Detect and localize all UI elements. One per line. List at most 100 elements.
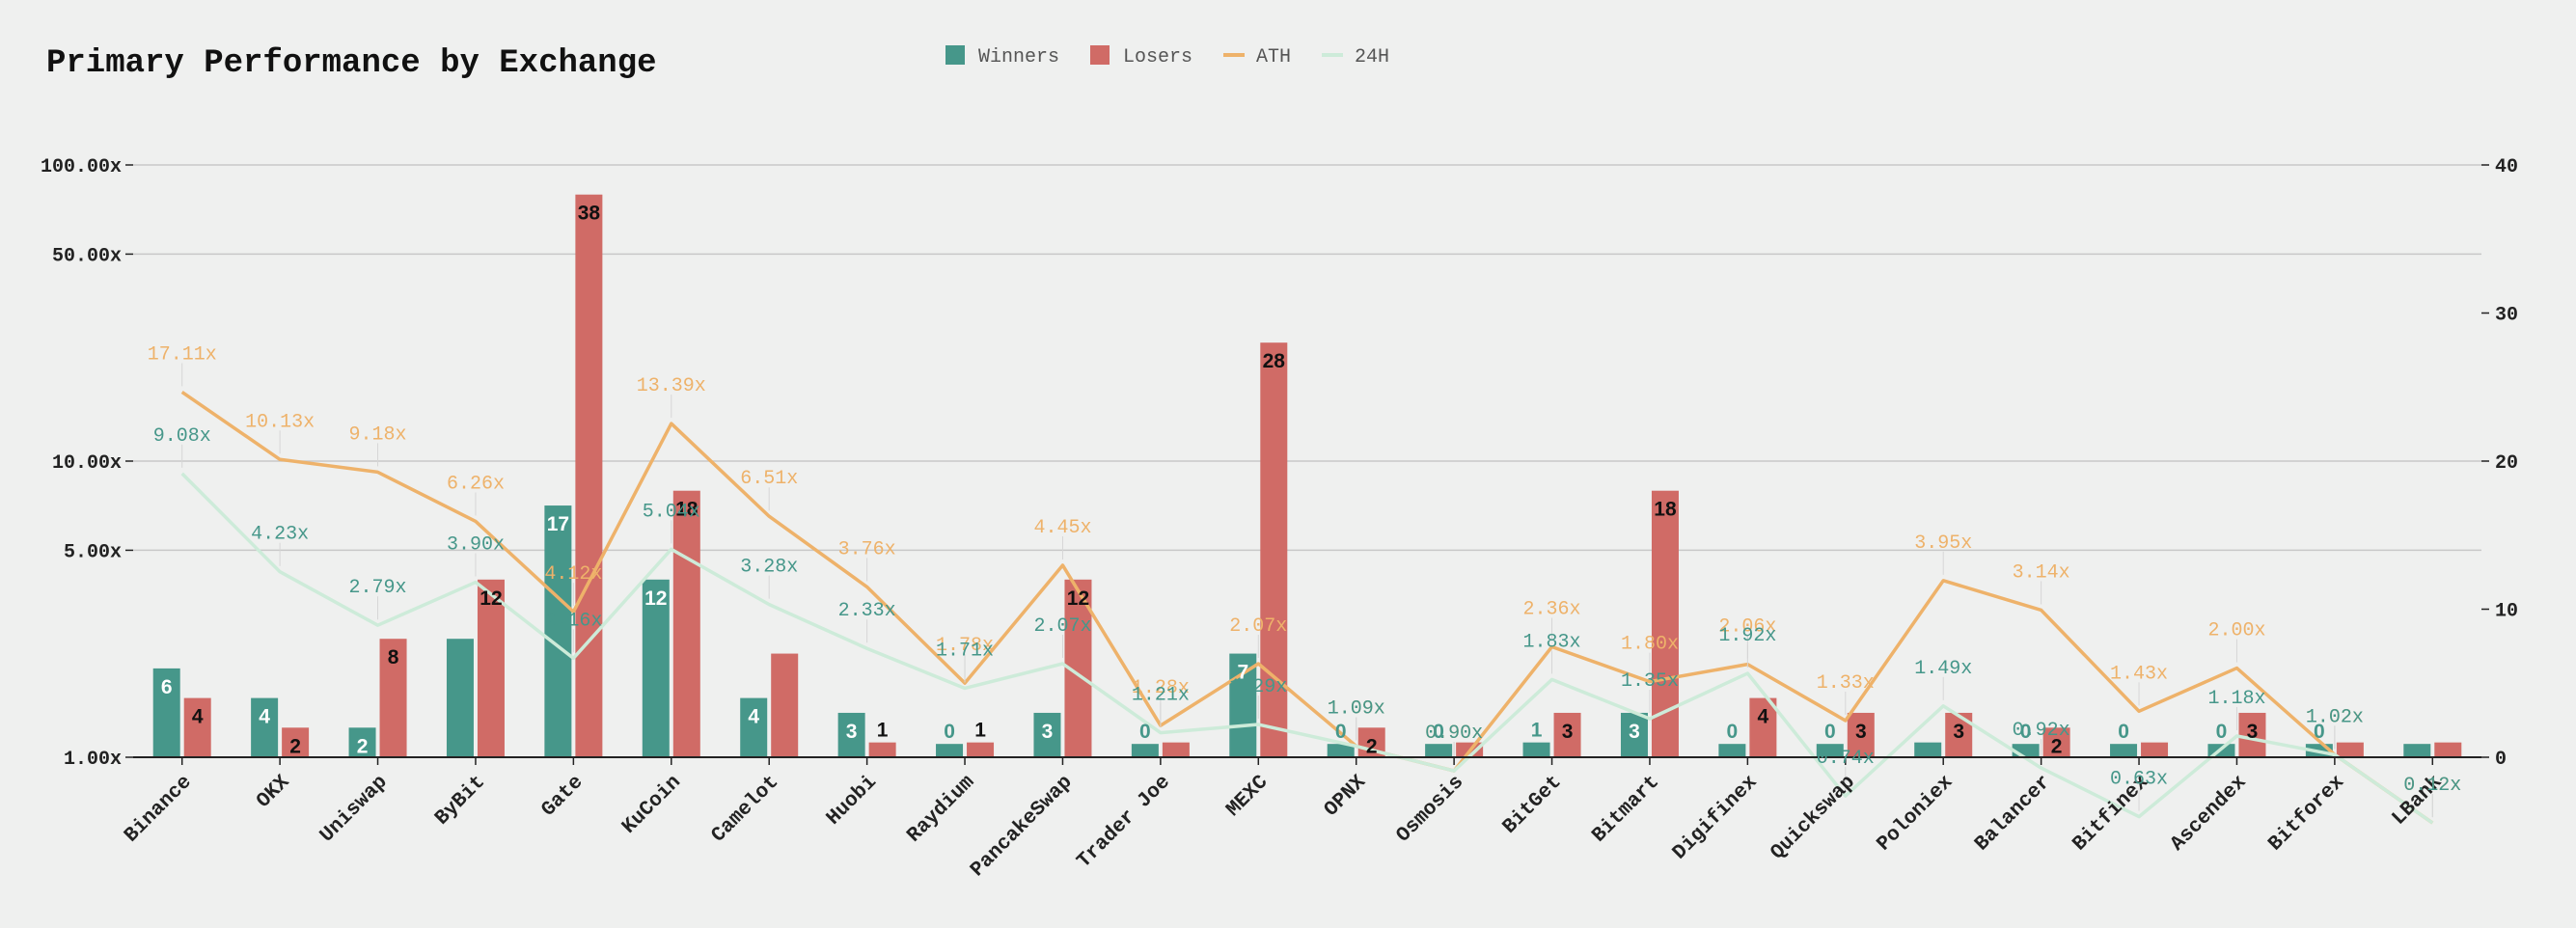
y-right-tick-label: 20 — [2495, 452, 2518, 475]
bar-losers — [868, 742, 896, 757]
bar-winners — [1816, 744, 1844, 757]
bar-winners — [1425, 744, 1453, 757]
point-label-ath: 3.95x — [1914, 532, 1972, 555]
bar-winners — [1718, 744, 1746, 757]
legend: Winners Losers ATH 24H — [945, 45, 1389, 68]
y-left-tick-label: 100.00x — [41, 156, 122, 178]
bar-winners — [1229, 653, 1257, 757]
bar-label-winners: 2 — [357, 735, 369, 757]
point-label-24h: 4.23x — [251, 524, 309, 546]
x-tick-label: BitGet — [1499, 772, 1567, 839]
line-24h — [180, 472, 2434, 825]
x-tick-label: PancakeSwap — [967, 772, 1077, 882]
bar-label-winners: 17 — [547, 513, 569, 535]
bar-label-losers: 8 — [388, 646, 399, 669]
point-label-ath: 6.51x — [740, 468, 798, 490]
bar-label-losers: 3 — [1855, 721, 1867, 743]
bar-label-winners: 0 — [2314, 721, 2325, 743]
bar-label-winners: 3 — [846, 721, 858, 743]
bar-label-losers: 3 — [2247, 721, 2259, 743]
point-label-ath: 3.76x — [838, 538, 896, 560]
legend-swatch-losers — [1090, 45, 1110, 65]
x-tick-label: Digifinex — [1669, 771, 1763, 864]
y-left-tick-label: 50.00x — [52, 245, 122, 267]
bar-label-losers: 4 — [1758, 706, 1769, 728]
bar-winners — [837, 712, 865, 757]
x-tick-label: Bitforex — [2264, 771, 2349, 856]
bar-label-losers: 18 — [675, 499, 699, 521]
bar-losers — [1260, 342, 1288, 757]
point-label-ath: 3.14x — [2013, 561, 2070, 584]
bar-label-winners: 0 — [1335, 721, 1347, 743]
point-label-ath: 4.45x — [1033, 517, 1091, 539]
point-label-ath: 2.00x — [2207, 620, 2265, 642]
bar-label-losers: 3 — [1562, 721, 1574, 743]
legend-label-ath: ATH — [1256, 46, 1291, 68]
bar-label-losers: 1 — [974, 720, 986, 742]
bar-label-losers: 2 — [289, 735, 301, 757]
bar-label-winners: 0 — [1824, 721, 1836, 743]
x-tick-label: Balancer — [1971, 772, 2056, 857]
bar-losers — [672, 490, 700, 757]
bar-losers — [282, 727, 310, 757]
point-label-ath: 1.33x — [1817, 672, 1875, 695]
point-label-ath: 2.36x — [1523, 599, 1581, 621]
point-label-ath: 1.43x — [2110, 663, 2168, 685]
bar-label-winners: 0 — [2216, 721, 2228, 743]
bar-losers — [1553, 712, 1581, 757]
point-label-24h: 1.09x — [1328, 698, 1385, 721]
legend-label-24h: 24H — [1355, 46, 1389, 68]
point-label-24h: 1.35x — [1621, 670, 1679, 693]
x-tick-label: OKX — [253, 771, 294, 812]
bar-winners — [740, 697, 768, 757]
bar-label-winners: 0 — [944, 721, 955, 743]
y-right-tick-label: 10 — [2495, 601, 2518, 623]
y-left-tick-label: 5.00x — [64, 541, 122, 563]
point-label-ath: 4.12x — [544, 563, 602, 586]
point-label-24h: 9.08x — [153, 425, 211, 448]
point-label-24h: 3.90x — [447, 534, 505, 557]
bar-label-losers: 38 — [578, 203, 601, 225]
bar-winners — [2110, 744, 2138, 757]
y-left-tick-label: 10.00x — [52, 452, 122, 475]
legend-label-winners: Winners — [978, 46, 1059, 68]
point-label-ath: 1.80x — [1621, 634, 1679, 656]
point-label-24h: 1.02x — [2306, 706, 2364, 728]
x-tick-label: Raydium — [903, 772, 979, 848]
x-tick-label: Quickswap — [1767, 772, 1859, 864]
point-label-24h: 0.92x — [2013, 720, 2070, 742]
line-ath — [180, 390, 2434, 825]
x-tick-label: ByBit — [431, 772, 490, 831]
point-label-24h: 1.49x — [1914, 658, 1972, 680]
x-tick-label: Bitmart — [1588, 772, 1664, 848]
point-label-24h: 0.74x — [1817, 748, 1875, 770]
bar-winners — [446, 639, 474, 757]
bar-losers — [1847, 712, 1875, 757]
point-label-24h: 2.79x — [349, 577, 407, 599]
bar-losers — [1749, 697, 1777, 757]
bar-winners — [1033, 712, 1061, 757]
point-label-24h: 3.28x — [740, 557, 798, 579]
point-label-ath: 0.90x — [1425, 723, 1483, 745]
x-tick-label: OPNX — [1321, 771, 1371, 821]
point-label-24h: 0.90x — [1425, 723, 1483, 745]
bar-label-winners: 0 — [2020, 721, 2032, 743]
bar-winners — [1914, 742, 1942, 757]
x-tick-label: Poloniex — [1874, 771, 1959, 856]
bar-label-losers: 12 — [1067, 587, 1089, 610]
legend-swatch-winners — [945, 45, 965, 65]
bar-label-winners: 4 — [259, 706, 270, 728]
point-label-24h: 1.21x — [1132, 685, 1190, 707]
x-tick-label: Uniswap — [316, 772, 393, 848]
legend-label-losers: Losers — [1123, 46, 1192, 68]
bar-label-losers: 2 — [2051, 735, 2063, 757]
point-label-24h: 1.83x — [1523, 631, 1581, 653]
point-label-ath: 1.09x — [1328, 698, 1385, 721]
bar-label-winners: 0 — [1139, 721, 1151, 743]
bar-label-winners: 12 — [644, 587, 667, 610]
point-label-24h: 1.92x — [1718, 625, 1776, 647]
bar-label-winners: 6 — [161, 676, 173, 698]
bar-winners — [152, 668, 180, 757]
bar-label-winners: 3 — [1629, 721, 1640, 743]
